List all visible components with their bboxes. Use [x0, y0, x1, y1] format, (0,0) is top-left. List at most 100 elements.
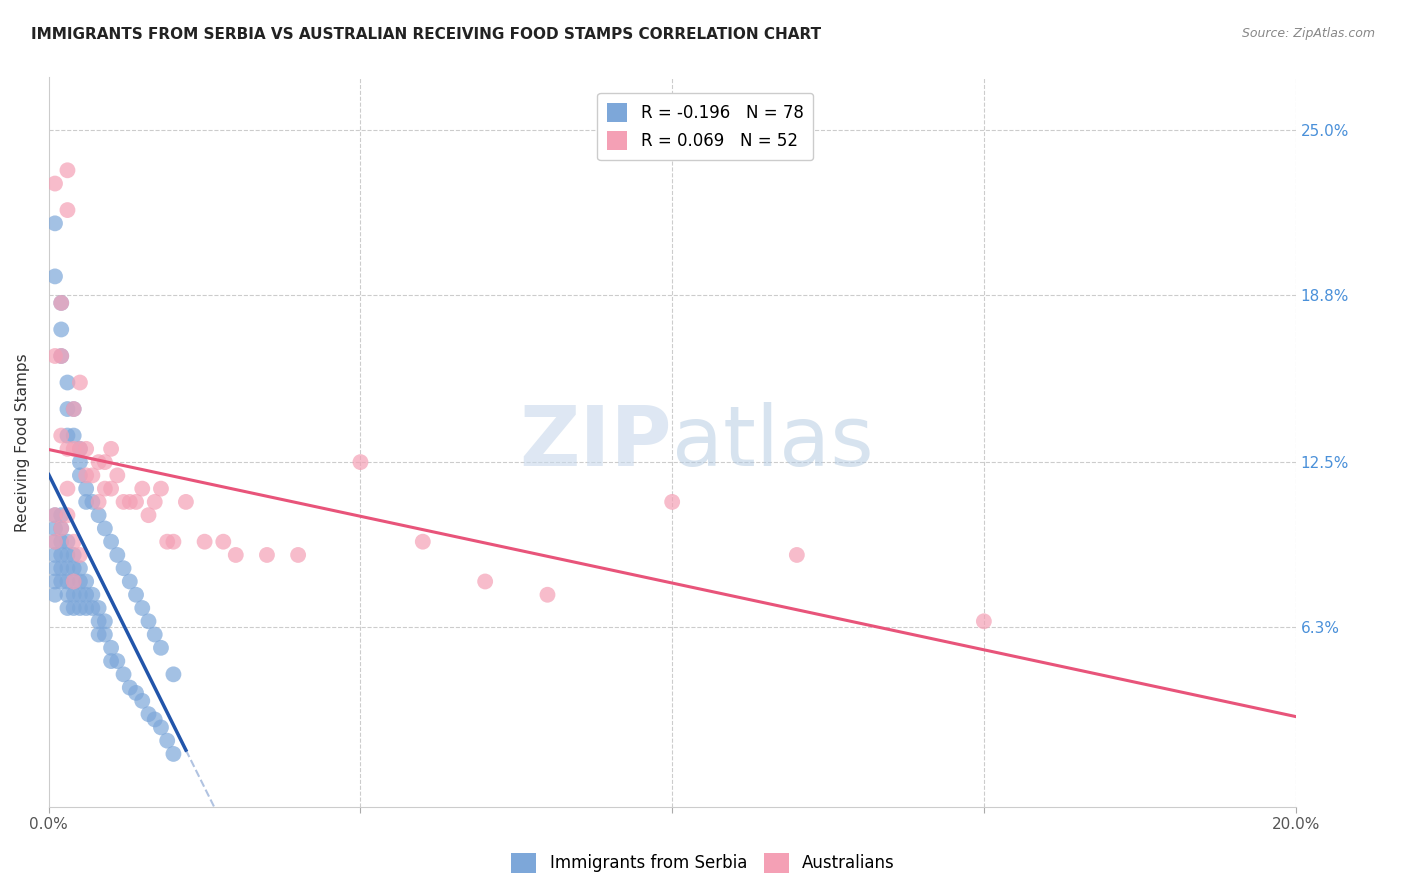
Text: atlas: atlas — [672, 401, 875, 483]
Point — [62, 574, 84, 589]
Point — [51, 521, 73, 535]
Point — [44, 508, 66, 523]
Point — [162, 747, 184, 761]
Point — [156, 534, 179, 549]
Point — [973, 615, 995, 629]
Point — [75, 442, 97, 456]
Point — [75, 468, 97, 483]
Point — [100, 534, 122, 549]
Point — [44, 269, 66, 284]
Point — [44, 521, 66, 535]
Point — [51, 349, 73, 363]
Point — [194, 534, 217, 549]
Point — [118, 574, 141, 589]
Point — [112, 495, 135, 509]
Point — [94, 455, 117, 469]
Point — [661, 495, 683, 509]
Point — [56, 163, 79, 178]
Point — [56, 574, 79, 589]
Point — [62, 534, 84, 549]
Point — [62, 574, 84, 589]
Point — [149, 482, 172, 496]
Point — [69, 588, 91, 602]
Point — [69, 561, 91, 575]
Point — [56, 376, 79, 390]
Point — [62, 402, 84, 417]
Point — [51, 349, 73, 363]
Point — [256, 548, 278, 562]
Point — [44, 534, 66, 549]
Point — [156, 733, 179, 747]
Point — [125, 495, 148, 509]
Point — [69, 548, 91, 562]
Point — [62, 561, 84, 575]
Point — [56, 508, 79, 523]
Text: ZIP: ZIP — [520, 401, 672, 483]
Point — [94, 627, 117, 641]
Point — [56, 548, 79, 562]
Point — [349, 455, 371, 469]
Point — [225, 548, 247, 562]
Point — [143, 495, 166, 509]
Point — [56, 588, 79, 602]
Point — [56, 428, 79, 442]
Point — [56, 442, 79, 456]
Point — [105, 468, 128, 483]
Point — [51, 508, 73, 523]
Point — [131, 482, 153, 496]
Point — [82, 601, 104, 615]
Point — [44, 548, 66, 562]
Point — [51, 428, 73, 442]
Point — [143, 713, 166, 727]
Point — [69, 455, 91, 469]
Point — [51, 548, 73, 562]
Point — [75, 482, 97, 496]
Point — [75, 601, 97, 615]
Point — [51, 574, 73, 589]
Point — [62, 442, 84, 456]
Point — [44, 561, 66, 575]
Text: IMMIGRANTS FROM SERBIA VS AUSTRALIAN RECEIVING FOOD STAMPS CORRELATION CHART: IMMIGRANTS FROM SERBIA VS AUSTRALIAN REC… — [31, 27, 821, 42]
Point — [87, 627, 110, 641]
Point — [112, 561, 135, 575]
Point — [94, 615, 117, 629]
Point — [100, 654, 122, 668]
Point — [62, 402, 84, 417]
Point — [75, 495, 97, 509]
Point — [51, 561, 73, 575]
Point — [87, 495, 110, 509]
Point — [87, 615, 110, 629]
Point — [536, 588, 558, 602]
Point — [69, 376, 91, 390]
Point — [51, 296, 73, 310]
Point — [69, 468, 91, 483]
Point — [75, 588, 97, 602]
Point — [112, 667, 135, 681]
Point — [87, 601, 110, 615]
Point — [100, 640, 122, 655]
Point — [162, 667, 184, 681]
Legend: Immigrants from Serbia, Australians: Immigrants from Serbia, Australians — [505, 847, 901, 880]
Point — [287, 548, 309, 562]
Point — [56, 203, 79, 218]
Point — [56, 561, 79, 575]
Point — [138, 508, 160, 523]
Point — [69, 442, 91, 456]
Point — [51, 296, 73, 310]
Point — [100, 442, 122, 456]
Point — [51, 534, 73, 549]
Point — [125, 686, 148, 700]
Point — [94, 482, 117, 496]
Point — [62, 428, 84, 442]
Point — [44, 574, 66, 589]
Point — [100, 482, 122, 496]
Point — [105, 548, 128, 562]
Point — [138, 615, 160, 629]
Point — [162, 534, 184, 549]
Point — [44, 177, 66, 191]
Point — [82, 588, 104, 602]
Point — [212, 534, 235, 549]
Point — [44, 216, 66, 230]
Y-axis label: Receiving Food Stamps: Receiving Food Stamps — [15, 353, 30, 532]
Point — [118, 681, 141, 695]
